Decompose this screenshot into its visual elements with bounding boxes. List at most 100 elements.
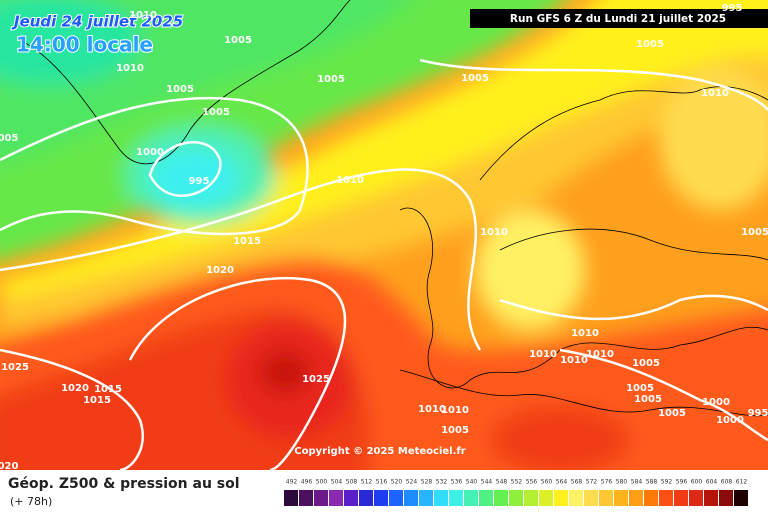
scale-swatch [479, 490, 493, 506]
scale-label: 568 [571, 479, 583, 486]
isobar-label: 1005 [634, 394, 662, 405]
isobar-label: 1010 [480, 227, 508, 238]
coastlines [19, 0, 768, 417]
scale-swatch [539, 490, 553, 506]
legend-subtitle: (+ 78h) [10, 495, 52, 508]
isobar-label: 1005 [658, 408, 686, 419]
scale-label: 504 [331, 479, 343, 486]
scale-swatch [524, 490, 538, 506]
isobar-label: 1000 [136, 147, 164, 158]
isobar-label: 1020 [206, 265, 234, 276]
scale-label: 508 [346, 479, 358, 486]
isobar-label: 995 [722, 3, 743, 14]
scale-label: 492 [286, 479, 298, 486]
isobar-label: 1005 [626, 383, 654, 394]
scale-label: 520 [391, 479, 403, 486]
scale-swatch [419, 490, 433, 506]
run-info: Run GFS 6 Z du Lundi 21 juillet 2025 [510, 13, 726, 25]
scale-swatch [629, 490, 643, 506]
scale-swatch [599, 490, 613, 506]
isobar-label: 1000 [716, 415, 744, 426]
scale-swatch [449, 490, 463, 506]
scale-swatch [659, 490, 673, 506]
isobar-label: 1010 [336, 175, 364, 186]
isobar-label: 1005 [632, 358, 660, 369]
scale-swatch [344, 490, 358, 506]
scale-label: 604 [706, 479, 718, 486]
scale-swatch [614, 490, 628, 506]
isobar-label: 995 [189, 176, 210, 187]
isobar-label: 1005 [461, 73, 489, 84]
isobar-label: 1025 [302, 374, 330, 385]
scale-label: 612 [736, 479, 748, 486]
scale-label: 524 [406, 479, 418, 486]
map-area [0, 0, 768, 470]
scale-label: 540 [466, 479, 478, 486]
forecast-date: Jeudi 24 juillet 2025 [11, 13, 183, 31]
scale-swatch [284, 490, 298, 506]
scale-swatch [689, 490, 703, 506]
isobar-label: 1005 [202, 107, 230, 118]
scale-label: 500 [316, 479, 328, 486]
scale-label: 548 [496, 479, 508, 486]
isobars [0, 58, 768, 470]
scale-label: 564 [556, 479, 568, 486]
isobar-label: 1010 [560, 355, 588, 366]
scale-label: 608 [721, 479, 733, 486]
isobar-label: 1010 [418, 404, 446, 415]
scale-swatch [569, 490, 583, 506]
scale-label: 572 [586, 479, 598, 486]
scale-label: 552 [511, 479, 523, 486]
run-box [470, 9, 768, 28]
scale-label: 588 [646, 479, 658, 486]
isobar-label: 020 [0, 461, 18, 472]
scale-swatch [299, 490, 313, 506]
legend-title: Géop. Z500 & pression au sol [8, 476, 240, 492]
scale-label: 496 [301, 479, 313, 486]
scale-label: 516 [376, 479, 388, 486]
scale-label: 536 [451, 479, 463, 486]
isobar-label: 1010 [701, 88, 729, 99]
isobar-label: 1015 [94, 384, 122, 395]
scale-swatch [464, 490, 478, 506]
scale-label: 580 [616, 479, 628, 486]
scale-label: 576 [601, 479, 613, 486]
isobar-label: 1005 [636, 39, 664, 50]
isobar-label: 1015 [83, 395, 111, 406]
isobar-label: 1015 [233, 236, 261, 247]
scale-label: 592 [661, 479, 673, 486]
isobar-label: 1000 [702, 397, 730, 408]
isobar-label: 1025 [1, 362, 29, 373]
scale-label: 556 [526, 479, 538, 486]
scale-swatch [674, 490, 688, 506]
colorbar: 492 496 500 504 508 512 516 520 524 528 532 536 540 5… [284, 479, 748, 506]
scale-label: 532 [436, 479, 448, 486]
scale-label: 512 [361, 479, 373, 486]
scale-swatch [389, 490, 403, 506]
scale-swatch [404, 490, 418, 506]
isobar-label: 1010 [441, 405, 469, 416]
isobar-label: 1020 [61, 383, 89, 394]
isobar-label: 995 [748, 408, 768, 419]
scale-label: 584 [631, 479, 643, 486]
scale-swatch [644, 490, 658, 506]
scale-swatch [374, 490, 388, 506]
isobar-label: 1010 [129, 10, 157, 21]
scale-label: 544 [481, 479, 493, 486]
isobar-label: 1010 [571, 328, 599, 339]
isobar-label: 1005 [166, 84, 194, 95]
scale-swatch [329, 490, 343, 506]
scale-swatch [509, 490, 523, 506]
isobar-label: 1005 [441, 425, 469, 436]
scale-label: 560 [541, 479, 553, 486]
isobar-label: 1005 [317, 74, 345, 85]
scale-swatch [704, 490, 718, 506]
scale-label: 600 [691, 479, 703, 486]
scale-swatch [359, 490, 373, 506]
copyright: Copyright © 2025 Meteociel.fr [294, 446, 465, 457]
forecast-time: 14:00 locale [16, 33, 153, 57]
scale-swatch [554, 490, 568, 506]
